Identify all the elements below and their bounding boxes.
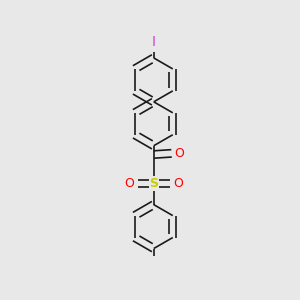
Text: O: O	[175, 147, 184, 160]
Text: I: I	[152, 35, 156, 49]
Text: O: O	[125, 177, 135, 190]
Text: O: O	[173, 177, 183, 190]
Text: S: S	[149, 177, 158, 190]
